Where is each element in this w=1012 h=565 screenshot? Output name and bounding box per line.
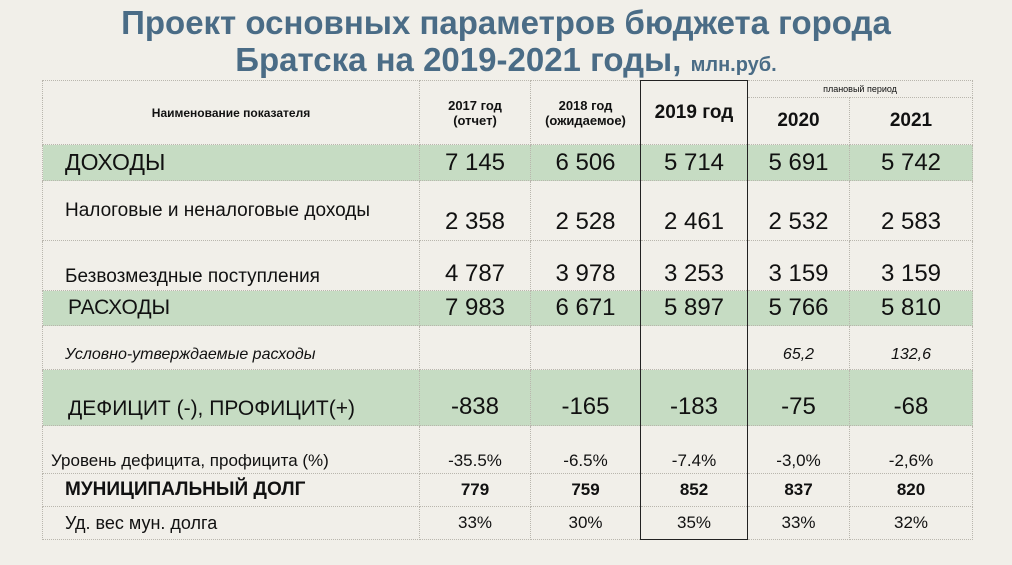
cell: 5 897 <box>640 290 748 326</box>
cell: 32% <box>848 506 974 540</box>
header-2017: 2017 год (отчет) <box>419 80 531 145</box>
table-row: ДЕФИЦИТ (-), ПРОФИЦИТ(+) -838 -165 -183 … <box>42 369 974 426</box>
row-label-income: ДОХОДЫ <box>42 144 420 181</box>
cell: -165 <box>530 369 641 426</box>
budget-table: Наименование показателя 2017 год (отчет) … <box>42 80 974 540</box>
row-label-conditional: Условно-утверждаемые расходы <box>42 325 420 370</box>
header-plan-period: плановый период <box>746 80 974 98</box>
table-row: Уд. вес мун. долга 33% 30% 35% 33% 32% <box>42 506 974 540</box>
cell: -35.5% <box>419 425 531 474</box>
row-label-tax-income: Налоговые и неналоговые доходы <box>42 180 420 241</box>
cell: -838 <box>419 369 531 426</box>
cell: -2,6% <box>848 425 974 474</box>
cell: 2 461 <box>640 180 748 241</box>
cell: 7 983 <box>419 290 531 326</box>
cell: 5 742 <box>848 144 974 181</box>
row-label-deficit-level: Уровень дефицита, профицита (%) <box>42 425 420 474</box>
cell: 6 506 <box>530 144 641 181</box>
row-label-expenses: РАСХОДЫ <box>42 290 420 326</box>
table-row: Уровень дефицита, профицита (%) -35.5% -… <box>42 425 974 474</box>
cell: 7 145 <box>419 144 531 181</box>
cell: 3 159 <box>747 240 850 291</box>
header-2018-label: 2018 год <box>558 97 613 113</box>
cell: 3 253 <box>640 240 748 291</box>
cell: 779 <box>419 473 531 507</box>
cell: 132,6 <box>848 325 974 370</box>
row-label-debt-share: Уд. вес мун. долга <box>42 506 420 540</box>
cell: 6 671 <box>530 290 641 326</box>
cell: 2 528 <box>530 180 641 241</box>
title-line-2-text: Братска на 2019-2021 годы, <box>235 41 682 78</box>
title-unit: млн.руб. <box>690 54 777 76</box>
cell: -68 <box>848 369 974 426</box>
row-label-deficit: ДЕФИЦИТ (-), ПРОФИЦИТ(+) <box>42 369 420 426</box>
title-line-2: Братска на 2019-2021 годы, млн.руб. <box>0 41 1012 84</box>
header-row-2: 2020 2021 <box>43 97 974 145</box>
row-label-debt: МУНИЦИПАЛЬНЫЙ ДОЛГ <box>42 473 420 507</box>
cell: -3,0% <box>747 425 850 474</box>
cell: 33% <box>747 506 850 540</box>
title-line-1: Проект основных параметров бюджета город… <box>121 4 891 41</box>
cell: 5 714 <box>640 144 748 181</box>
cell <box>640 325 748 370</box>
cell: 5 766 <box>747 290 850 326</box>
cell: 759 <box>530 473 641 507</box>
table-row: РАСХОДЫ 7 983 6 671 5 897 5 766 5 810 <box>42 290 974 326</box>
cell: 65,2 <box>747 325 850 370</box>
cell: -7.4% <box>640 425 748 474</box>
cell: -75 <box>747 369 850 426</box>
cell: 2 358 <box>419 180 531 241</box>
header-2019: 2019 год <box>640 80 748 145</box>
table-row: Налоговые и неналоговые доходы 2 358 2 5… <box>42 180 974 241</box>
cell: 5 810 <box>848 290 974 326</box>
cell: 35% <box>640 506 748 540</box>
cell: 4 787 <box>419 240 531 291</box>
cell: -183 <box>640 369 748 426</box>
header-row: Наименование показателя 2017 год (отчет) … <box>42 80 974 145</box>
table-row: Безвозмездные поступления 4 787 3 978 3 … <box>42 240 974 291</box>
cell: 837 <box>747 473 850 507</box>
table-row: ДОХОДЫ 7 145 6 506 5 714 5 691 5 742 <box>42 144 974 181</box>
cell: 5 691 <box>747 144 850 181</box>
cell: 820 <box>848 473 974 507</box>
cell: 2 583 <box>848 180 974 241</box>
header-2017-sub: (отчет) <box>453 112 497 128</box>
cell: 3 978 <box>530 240 641 291</box>
cell <box>419 325 531 370</box>
cell: 852 <box>640 473 748 507</box>
header-2018-sub: (ожидаемое) <box>545 112 626 128</box>
cell: 33% <box>419 506 531 540</box>
row-label-grants: Безвозмездные поступления <box>42 240 420 291</box>
cell: 2 532 <box>747 180 850 241</box>
header-name: Наименование показателя <box>42 80 420 145</box>
cell: 3 159 <box>848 240 974 291</box>
header-2017-label: 2017 год <box>448 97 502 113</box>
header-2020: 2020 <box>747 97 850 145</box>
page-title: Проект основных параметров бюджета город… <box>0 4 1012 84</box>
header-2018: 2018 год (ожидаемое) <box>530 80 641 145</box>
cell: 30% <box>530 506 641 540</box>
cell <box>530 325 641 370</box>
cell: -6.5% <box>530 425 641 474</box>
header-2021: 2021 <box>848 97 974 145</box>
table-row: Условно-утверждаемые расходы 65,2 132,6 <box>42 325 974 370</box>
table-row: МУНИЦИПАЛЬНЫЙ ДОЛГ 779 759 852 837 820 <box>42 473 974 507</box>
